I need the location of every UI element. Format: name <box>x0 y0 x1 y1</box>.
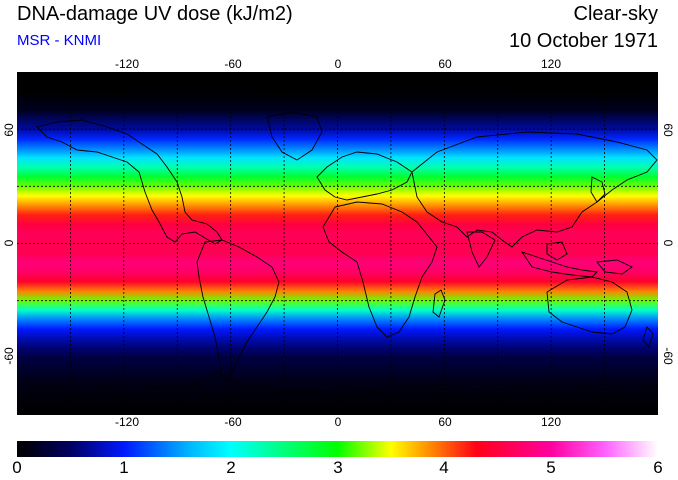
lat-tick-right: 60 <box>661 123 675 137</box>
lat-tick-left: -60 <box>2 347 16 365</box>
coastline-south-america <box>196 239 280 383</box>
source-label: MSR - KNMI <box>17 32 102 49</box>
colorbar-label: 4 <box>439 458 449 477</box>
lat-tick-left: 0 <box>2 239 16 247</box>
coastline-new-guinea <box>596 259 633 275</box>
lon-tick-bottom: 120 <box>540 415 562 429</box>
coastline-borneo <box>546 241 568 261</box>
coastline-new-zealand <box>642 326 654 348</box>
colorbar-label: 3 <box>333 458 343 477</box>
coastline-madagascar <box>432 289 446 318</box>
lon-tick-top: -60 <box>224 57 242 71</box>
colorbar-label: 1 <box>119 458 129 477</box>
coastline-africa <box>322 201 438 338</box>
colorbar-label: 5 <box>546 458 556 477</box>
lon-tick-top: 120 <box>540 57 562 71</box>
graticule <box>17 72 658 415</box>
colorbar-label: 0 <box>12 458 22 477</box>
coastline-asia <box>411 131 658 248</box>
lon-tick-top: 0 <box>334 57 342 71</box>
lon-tick-top: 60 <box>438 57 452 71</box>
lon-tick-bottom: 0 <box>334 415 342 429</box>
lon-tick-bottom: -120 <box>114 415 140 429</box>
page-title: DNA-damage UV dose (kJ/m2) <box>17 3 293 25</box>
lon-tick-bottom: -60 <box>224 415 242 429</box>
date-label: 10 October 1971 <box>509 30 658 52</box>
lon-tick-top: -120 <box>114 57 140 71</box>
uv-dose-map <box>17 72 658 415</box>
coastline-japan <box>590 176 606 203</box>
sky-condition-label: Clear-sky <box>573 3 658 25</box>
colorbar-label: 2 <box>226 458 236 477</box>
coastline-antarctica <box>17 371 658 393</box>
lat-tick-left: 60 <box>2 123 16 137</box>
coastline-europe <box>316 151 413 201</box>
lon-tick-bottom: 60 <box>438 415 452 429</box>
lat-tick-right: 0 <box>661 239 675 247</box>
coastline-australia <box>546 276 633 335</box>
colorbar <box>17 441 658 457</box>
coastlines <box>17 111 658 393</box>
coastline-india <box>466 231 496 268</box>
coastline-indonesia <box>520 251 598 278</box>
coastline-greenland <box>266 111 323 161</box>
lat-tick-right: -60 <box>661 347 675 365</box>
colorbar-label: 6 <box>653 458 663 477</box>
